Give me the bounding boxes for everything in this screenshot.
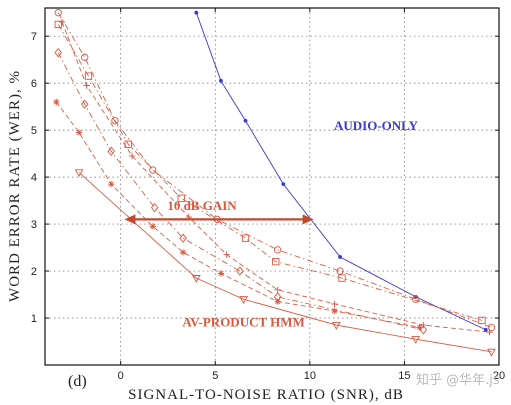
data-point <box>331 307 338 315</box>
gain-arrow-head-right <box>302 214 314 225</box>
data-point <box>272 258 280 266</box>
data-point <box>487 323 496 332</box>
x-axis-label: SIGNAL-TO-NOISE RATIO (SNR), dB <box>128 387 404 403</box>
data-point <box>281 182 286 187</box>
data-point <box>243 118 248 123</box>
plot-frame <box>44 7 500 366</box>
data-point <box>194 10 199 15</box>
data-point <box>53 98 60 106</box>
data-point <box>274 298 281 305</box>
data-point <box>150 202 159 213</box>
data-point <box>191 275 201 283</box>
data-point <box>411 336 421 344</box>
y-tick-label: 2 <box>31 266 37 278</box>
data-point <box>54 47 63 58</box>
data-point <box>84 72 93 80</box>
data-point <box>111 117 119 125</box>
data-point <box>331 300 338 308</box>
series-line-2 <box>78 172 492 353</box>
y-tick-label: 1 <box>31 313 37 325</box>
data-point <box>241 234 250 242</box>
data-point <box>179 233 187 243</box>
data-point <box>239 296 248 304</box>
data-point <box>338 274 346 282</box>
series-line-7 <box>56 101 420 328</box>
data-point <box>128 152 136 160</box>
annotation-2: 10 dB GAIN <box>167 198 237 213</box>
data-point <box>83 82 90 89</box>
data-point <box>80 99 89 110</box>
data-point <box>149 223 157 230</box>
data-point <box>81 53 89 61</box>
data-point <box>483 327 488 332</box>
data-point <box>236 266 244 276</box>
y-tick-label: 7 <box>31 31 37 43</box>
data-point <box>478 316 486 325</box>
data-point <box>108 180 115 188</box>
data-point <box>219 78 223 83</box>
series-layer <box>56 12 492 353</box>
data-point <box>124 140 132 148</box>
data-point <box>58 18 66 26</box>
data-point <box>223 251 230 258</box>
y-tick-label: 5 <box>31 125 37 137</box>
data-point <box>274 246 282 254</box>
data-point <box>177 194 185 202</box>
data-point <box>179 249 187 256</box>
data-point <box>74 169 84 178</box>
data-point <box>486 328 493 336</box>
y-tick-label: 6 <box>31 78 37 90</box>
y-axis-label: WORD ERROR RATE (WER), % <box>7 70 23 302</box>
y-tick-label: 4 <box>31 172 37 184</box>
data-point <box>75 129 83 136</box>
data-point <box>54 9 62 17</box>
x-tick-label: 5 <box>212 370 218 382</box>
x-tick-label: 0 <box>118 370 124 382</box>
data-point <box>416 324 423 331</box>
annotations: AUDIO-ONLY 10 dB GAIN AV-PRODUCT HMM <box>167 118 418 329</box>
watermark-text: 知乎 @华年.js <box>416 372 500 388</box>
panel-label: (d) <box>68 373 87 390</box>
gain-arrow <box>124 214 314 225</box>
data-point <box>217 270 225 277</box>
data-point <box>338 255 343 259</box>
x-tick-label: 20 <box>493 370 505 382</box>
series-line-1 <box>195 12 486 331</box>
annotation-1: AUDIO-ONLY <box>334 118 419 133</box>
data-point <box>487 348 496 357</box>
data-point <box>54 20 62 29</box>
x-tick-label: 10 <box>304 370 316 382</box>
data-point <box>420 321 427 329</box>
series-line-4 <box>57 24 483 321</box>
annotation-3: AV-PRODUCT HMM <box>182 314 304 329</box>
data-point <box>412 295 420 303</box>
data-point <box>336 267 344 275</box>
data-point <box>107 146 115 156</box>
data-point <box>274 286 281 294</box>
data-point <box>149 166 157 174</box>
x-tick-label: 15 <box>398 370 410 382</box>
gain-arrow-head-left <box>124 214 136 225</box>
data-point <box>331 322 341 330</box>
axis-ticks: 0 5 10 15 20 1 2 3 4 5 6 7 <box>31 8 505 382</box>
markers-layer <box>53 9 496 357</box>
y-tick-label: 3 <box>31 219 37 231</box>
series-line-5 <box>57 52 424 331</box>
